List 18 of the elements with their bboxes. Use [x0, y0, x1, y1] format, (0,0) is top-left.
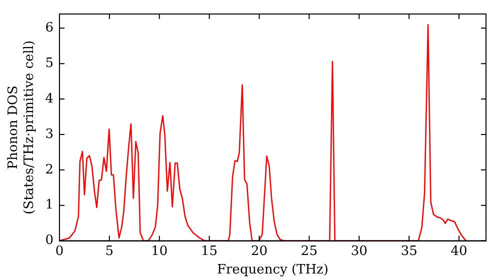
y-axis-title: Phonon DOS (States/THz·primitive cell): [6, 40, 37, 214]
x-tick-label: 0: [55, 244, 64, 259]
y-tick-label: 6: [45, 20, 54, 36]
y-tick-label: 0: [45, 233, 54, 248]
y-tick-label: 2: [45, 162, 54, 178]
x-tick-label: 30: [350, 244, 368, 259]
x-tick-label: 5: [105, 244, 114, 259]
x-tick-label: 10: [151, 244, 168, 259]
x-tick-label: 25: [300, 244, 318, 259]
x-tick-label: 15: [201, 244, 218, 259]
y-tick-label: 4: [45, 91, 54, 106]
x-tick-label: 35: [400, 244, 418, 259]
y-tick-label: 3: [45, 126, 54, 142]
x-tick-label: 20: [250, 244, 268, 259]
x-axis-title: Frequency (THz): [217, 262, 328, 278]
y-tick-label: 5: [45, 56, 54, 71]
y-tick-label: 1: [45, 198, 54, 213]
x-tick-label: 40: [450, 244, 468, 259]
